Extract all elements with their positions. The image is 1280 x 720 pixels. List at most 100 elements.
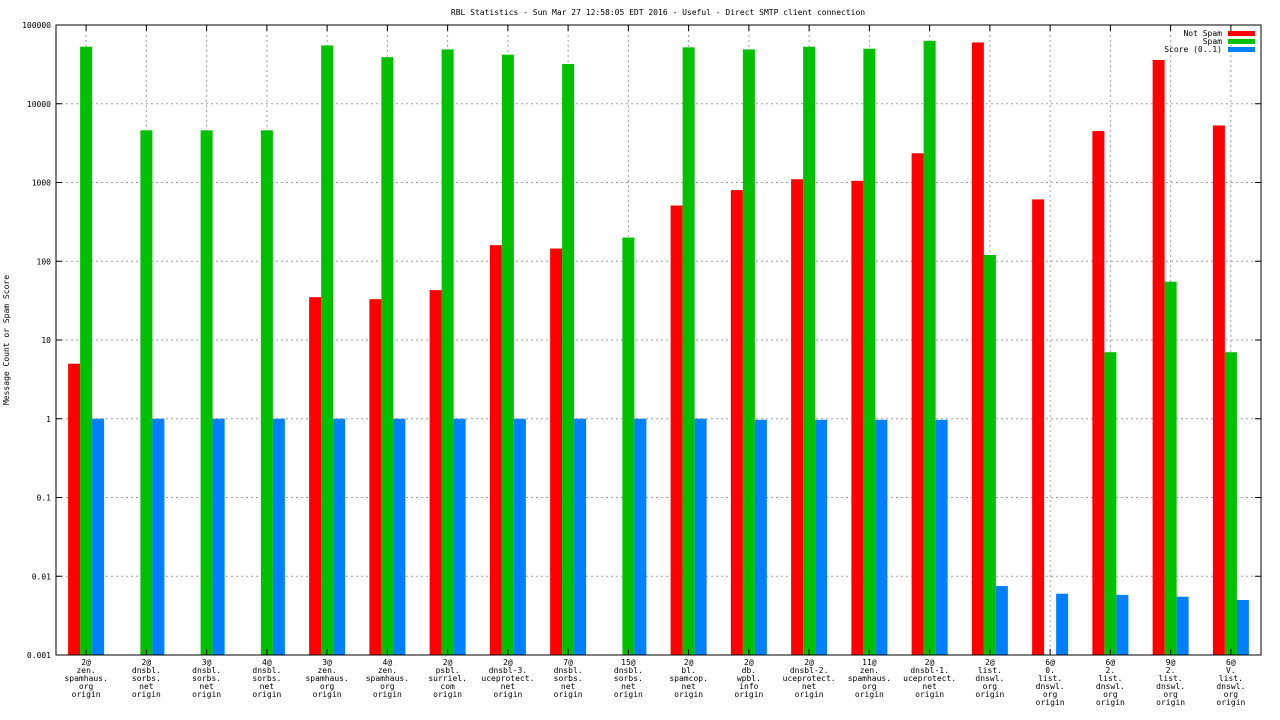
x-tick-label: origin (252, 690, 281, 699)
legend-swatch (1228, 39, 1255, 44)
bar-spam (260, 130, 273, 656)
bar-spam (923, 40, 936, 655)
bar-spam (1164, 281, 1177, 655)
bar-score-0-1 (1176, 596, 1189, 655)
x-tick-label: sorbs. (252, 674, 281, 683)
x-tick-label: 2@ (744, 658, 754, 667)
x-tick-label: origin (493, 690, 522, 699)
bar-spam (1104, 352, 1117, 655)
x-tick-label: spamhaus. (366, 674, 409, 683)
bar-spam (562, 63, 575, 656)
x-tick-label: origin (915, 690, 944, 699)
bar-not-spam (730, 190, 743, 656)
x-tick-label: dnswl. (975, 674, 1004, 683)
x-tick-label: dnswl. (1036, 682, 1065, 691)
x-tick-label: origin (975, 690, 1004, 699)
y-tick-label: 1 (46, 415, 51, 424)
x-tick-label: 6@ (1045, 658, 1055, 667)
bar-score-0-1 (995, 586, 1008, 655)
x-tick-label: list. (1219, 674, 1243, 683)
bar-score-0-1 (333, 418, 346, 655)
x-tick-label: origin (795, 690, 824, 699)
x-tick-label: org (1224, 690, 1239, 699)
x-tick-label: 6@ (1106, 658, 1116, 667)
bar-not-spam (429, 290, 442, 655)
legend-label: Spam (1203, 37, 1222, 46)
x-tick-label: zen. (317, 666, 336, 675)
x-tick-label: dnsbl-1. (910, 666, 949, 675)
bar-score-0-1 (875, 419, 888, 655)
axes: 0.0010.010.11101001000100001000002@zen.s… (22, 21, 1262, 707)
x-tick-label: sorbs. (554, 674, 583, 683)
x-tick-label: origin (313, 690, 342, 699)
x-tick-label: list. (1098, 674, 1122, 683)
bar-spam (1224, 352, 1237, 655)
x-tick-label: org (1163, 690, 1178, 699)
bar-not-spam (1092, 131, 1105, 655)
x-tick-label: spamhaus. (64, 674, 107, 683)
x-tick-label: 2. (1106, 666, 1116, 675)
x-tick-label: 4@ (262, 658, 272, 667)
x-tick-label: dnsbl. (554, 666, 583, 675)
bar-spam (80, 46, 93, 656)
bar-score-0-1 (754, 419, 767, 655)
bar-spam (803, 46, 816, 656)
bar-not-spam (851, 180, 864, 655)
y-tick-label: 10 (41, 336, 51, 345)
bar-score-0-1 (212, 418, 225, 655)
x-tick-label: list. (1159, 674, 1183, 683)
x-tick-label: 4@ (383, 658, 393, 667)
x-tick-label: dnsbl. (614, 666, 643, 675)
bar-spam (863, 48, 876, 655)
bar-not-spam (1152, 59, 1165, 656)
bar-score-0-1 (92, 418, 105, 655)
x-tick-label: origin (1216, 698, 1245, 707)
bar-not-spam (670, 205, 683, 655)
x-tick-label: 3@ (322, 658, 332, 667)
bar-score-0-1 (694, 418, 707, 655)
legend-swatch (1228, 31, 1255, 36)
x-tick-label: zen. (378, 666, 397, 675)
bar-spam (622, 237, 635, 655)
bar-score-0-1 (1236, 599, 1249, 655)
bar-spam (742, 49, 755, 656)
bar-not-spam (1212, 125, 1225, 656)
x-tick-label: net (561, 682, 576, 691)
bar-not-spam (791, 179, 804, 655)
x-tick-label: 11@ (862, 658, 877, 667)
bar-score-0-1 (272, 418, 285, 655)
legend-swatch (1228, 47, 1255, 52)
y-tick-label: 0.1 (37, 494, 52, 503)
x-tick-label: zen. (76, 666, 95, 675)
x-tick-label: net (681, 682, 696, 691)
x-tick-label: 2. (1166, 666, 1176, 675)
x-tick-label: net (501, 682, 516, 691)
x-tick-label: 2@ (81, 658, 91, 667)
x-tick-label: 2@ (443, 658, 453, 667)
x-tick-label: origin (1096, 698, 1125, 707)
x-tick-label: dnswl. (1156, 682, 1185, 691)
bar-score-0-1 (152, 418, 165, 655)
x-tick-label: 2@ (925, 658, 935, 667)
bar-score-0-1 (634, 418, 647, 655)
x-tick-label: org (380, 682, 395, 691)
x-tick-label: spamhaus. (305, 674, 348, 683)
x-tick-label: zen. (860, 666, 879, 675)
x-tick-label: 2@ (142, 658, 152, 667)
bar-score-0-1 (513, 418, 526, 655)
x-tick-label: psbl. (436, 666, 460, 675)
x-tick-label: wpbl. (737, 674, 761, 683)
bar-not-spam (971, 42, 984, 656)
x-tick-label: 2@ (804, 658, 814, 667)
x-tick-label: surriel. (428, 674, 467, 683)
plot-border (55, 24, 1262, 656)
x-tick-label: origin (554, 690, 583, 699)
x-tick-label: list. (978, 666, 1002, 675)
bar-score-0-1 (393, 418, 406, 655)
x-tick-label: origin (373, 690, 402, 699)
y-tick-label: 0.001 (27, 651, 51, 660)
x-tick-label: org (79, 682, 94, 691)
x-tick-label: 3@ (202, 658, 212, 667)
x-tick-label: net (199, 682, 214, 691)
